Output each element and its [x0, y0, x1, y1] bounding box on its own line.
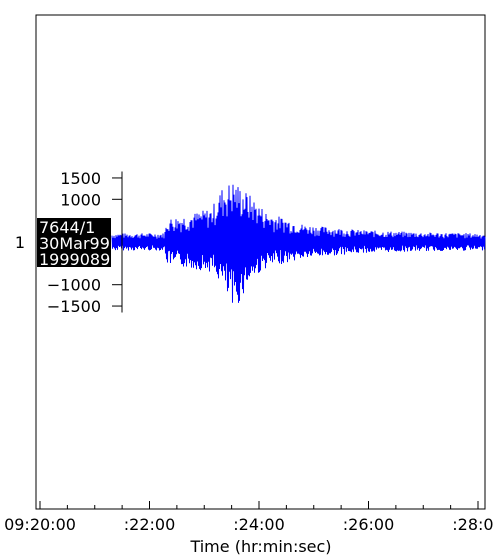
waveform-layer [111, 184, 486, 303]
x-tick-label: :22:00 [124, 515, 176, 534]
y-tick-label: −1000 [47, 276, 101, 295]
trace-station-label: 7644/1 [39, 218, 95, 237]
x-tick-label: :28:00 [452, 515, 493, 534]
y-tick-label: 1000 [60, 190, 101, 209]
y-tick-label: 1500 [60, 169, 101, 188]
x-axis: 09:20:00 :22:00 :24:00 :26:00 :28:00 [4, 501, 493, 534]
x-tick-label: 09:20:00 [4, 515, 76, 534]
x-tick-label: :24:00 [233, 515, 285, 534]
trace-index-label: 1 [15, 233, 25, 252]
seismic-trace-line [111, 184, 486, 303]
y-tick-label: −1500 [47, 297, 101, 316]
y-axis: 1500 1000 −1000 −1500 [47, 169, 123, 316]
x-axis-title: Time (hr:min:sec) [189, 537, 331, 556]
trace-date-label: 30Mar99 [39, 234, 110, 253]
trace-info-box: 7644/1 30Mar99 1999089 [37, 218, 111, 269]
trace-julian-label: 1999089 [39, 250, 110, 269]
plot-frame [35, 14, 486, 510]
x-tick-label: :26:00 [343, 515, 395, 534]
